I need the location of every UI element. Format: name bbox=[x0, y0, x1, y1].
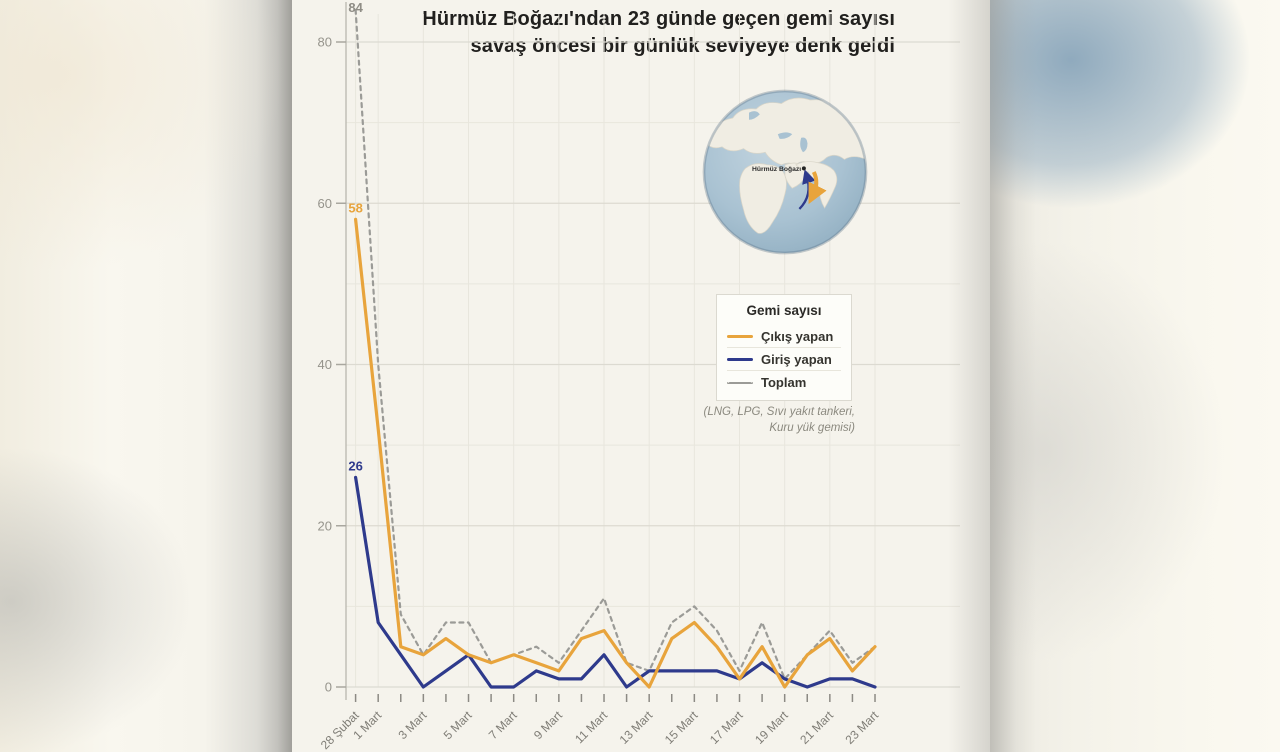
footnote-line1: (LNG, LPG, Sıvı yakıt tankeri, bbox=[703, 406, 855, 418]
legend-item-giris: Giriş yapan bbox=[727, 348, 841, 371]
y-tick-label: 60 bbox=[318, 196, 332, 211]
chart-card: Hürmüz Boğazı'ndan 23 günde geçen gemi s… bbox=[292, 0, 990, 752]
legend-label: Toplam bbox=[761, 375, 807, 390]
x-tick-label: 11 Mart bbox=[572, 708, 611, 747]
y-tick-label: 20 bbox=[318, 518, 332, 533]
globe-edge bbox=[702, 89, 868, 255]
x-tick-label: 13 Mart bbox=[617, 708, 656, 747]
point-value-label: 84 bbox=[348, 0, 363, 15]
x-tick-label: 15 Mart bbox=[662, 708, 701, 747]
chart-title-line1: Hürmüz Boğazı'ndan 23 günde geçen gemi s… bbox=[422, 8, 895, 30]
x-tick-label: 23 Mart bbox=[842, 708, 881, 747]
x-tick-label: 9 Mart bbox=[531, 708, 565, 742]
x-tick-label: 7 Mart bbox=[486, 708, 520, 742]
x-tick-label: 21 Mart bbox=[797, 708, 836, 747]
blurred-background-left bbox=[0, 0, 292, 752]
legend-label: Giriş yapan bbox=[761, 351, 832, 367]
y-tick-label: 80 bbox=[318, 35, 332, 50]
point-value-label: 26 bbox=[348, 458, 362, 473]
footnote-line2: Kuru yük gemisi) bbox=[769, 422, 855, 434]
series-line-2 bbox=[354, 217, 877, 689]
globe-landmasses bbox=[704, 97, 866, 234]
point-value-label: 58 bbox=[348, 200, 362, 215]
outgoing-line-swatch-icon bbox=[727, 334, 753, 338]
incoming-line-swatch-icon bbox=[727, 357, 753, 361]
hormuz-label: Hürmüz Boğazı bbox=[752, 166, 801, 173]
incoming-arrow bbox=[798, 169, 816, 210]
series-line-1 bbox=[354, 475, 877, 689]
x-tick-label: 3 Mart bbox=[396, 708, 430, 742]
hormuz-location-dot bbox=[801, 166, 806, 171]
globe-locator-map: Hürmüz Boğazı bbox=[702, 89, 868, 255]
y-tick-label: 40 bbox=[318, 357, 332, 372]
legend-item-cikis: Çıkış yapan bbox=[727, 325, 841, 348]
chart-legend: Gemi sayısı Çıkış yapan Giriş yapan Topl… bbox=[716, 294, 852, 401]
x-tick-label: 17 Mart bbox=[707, 708, 746, 747]
total-line-swatch-icon bbox=[727, 381, 753, 384]
chart-title-line2: savaş öncesi bir günlük seviyeye denk ge… bbox=[470, 35, 895, 57]
outgoing-arrow bbox=[808, 171, 827, 205]
legend-label: Çıkış yapan bbox=[761, 328, 834, 344]
legend-title: Gemi sayısı bbox=[746, 303, 822, 318]
series-line-0 bbox=[354, 8, 877, 680]
legend-item-toplam: Toplam bbox=[727, 371, 841, 394]
blurred-background-right bbox=[990, 0, 1280, 752]
y-tick-label: 0 bbox=[325, 680, 332, 695]
x-tick-label: 19 Mart bbox=[752, 708, 791, 747]
chart-title: Hürmüz Boğazı'ndan 23 günde geçen gemi s… bbox=[375, 6, 895, 60]
chart-footnote: (LNG, LPG, Sıvı yakıt tankeri, Kuru yük … bbox=[595, 404, 855, 436]
x-tick-label: 5 Mart bbox=[441, 708, 475, 742]
